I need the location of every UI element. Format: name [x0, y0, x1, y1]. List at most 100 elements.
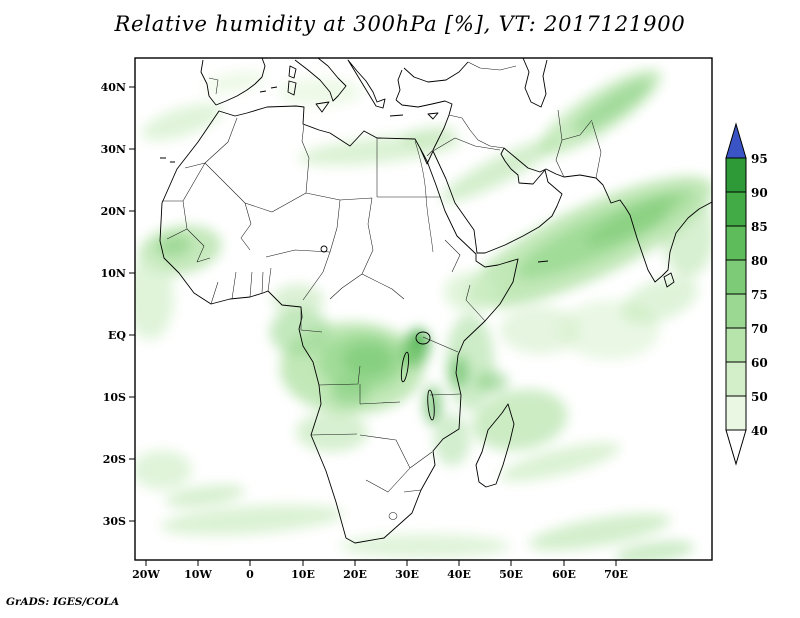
country-borders	[162, 61, 602, 520]
lakes	[320, 245, 435, 421]
balearics-coast	[259, 86, 278, 93]
rh-shade	[621, 276, 699, 324]
colorbar-label: 40	[751, 424, 768, 438]
cyprus-coast	[427, 112, 439, 120]
colorbar-segment	[725, 225, 747, 261]
lat-tick-label: EQ	[108, 329, 126, 342]
rh-shade	[160, 504, 344, 536]
colorbar-label: 50	[751, 390, 768, 404]
rh-shade	[135, 450, 192, 490]
colorbar-segment	[725, 259, 747, 295]
rh-shade	[449, 356, 469, 388]
colorbar-segment	[725, 395, 747, 431]
corsica-coast	[288, 65, 297, 79]
rh-shade	[476, 371, 508, 393]
lat-tick-label: 30S	[103, 515, 126, 528]
lat-tick-label: 10S	[103, 391, 126, 404]
lon-tick-label: 30E	[395, 568, 419, 581]
iberia-coast	[200, 58, 266, 106]
nile-river	[414, 140, 434, 253]
colorbar-label: 60	[751, 356, 768, 370]
socotra-coast	[537, 260, 549, 263]
lesotho-border	[388, 512, 398, 520]
rh-shade	[342, 342, 394, 378]
iran-india-coast	[503, 147, 712, 283]
lon-tick-label: 0	[246, 568, 254, 581]
humidity-shading	[135, 69, 712, 560]
colorbar-segment	[725, 191, 747, 227]
rivers	[414, 140, 434, 253]
sri-lanka-coast	[663, 272, 675, 288]
lat-tick-label: 20N	[101, 205, 126, 218]
lake-victoria	[415, 331, 431, 345]
rh-shade	[444, 272, 496, 312]
rh-shade	[434, 414, 470, 466]
colorbar-label: 80	[751, 254, 768, 268]
lon-tick-label: 20E	[343, 568, 367, 581]
sardinia-coast	[287, 80, 297, 96]
rh-shade	[662, 193, 712, 277]
rh-shade	[340, 534, 510, 558]
caspian-coast	[522, 58, 548, 108]
lake-malawi	[427, 389, 435, 421]
rh-shade	[296, 412, 368, 452]
lat-tick-label: 40N	[101, 81, 126, 94]
latitude-axis: 40N 30N 20N 10N EQ 10S 20S 30S	[101, 81, 135, 528]
rh-shade	[440, 137, 560, 203]
lon-tick-label: 20W	[132, 568, 160, 581]
plot-frame	[134, 57, 713, 561]
colorbar-label: 90	[751, 186, 768, 200]
colorbar-segment	[725, 327, 747, 363]
arabia-coast	[432, 147, 563, 254]
lon-tick-label: 10E	[291, 568, 315, 581]
rh-shade	[572, 79, 652, 133]
sicily-coast	[315, 101, 330, 113]
colorbar-label: 75	[751, 288, 768, 302]
lake-tanganyika	[400, 351, 410, 383]
levant-turkey-coast	[395, 61, 469, 151]
crete-coast	[389, 114, 404, 117]
coastlines	[159, 58, 712, 544]
rh-shade	[141, 103, 223, 141]
rh-shade	[156, 234, 192, 258]
greece-coast	[347, 59, 386, 109]
lat-tick-label: 30N	[101, 143, 126, 156]
rh-shade	[330, 378, 370, 406]
lon-tick-label: 40E	[447, 568, 471, 581]
rh-shade	[165, 484, 245, 508]
lon-tick-label: 60E	[552, 568, 576, 581]
rh-shade	[500, 306, 580, 354]
lon-tick-label: 50E	[499, 568, 523, 581]
rh-shade	[615, 540, 695, 560]
rh-shade	[499, 442, 621, 482]
lon-tick-label: 70E	[604, 568, 628, 581]
colorbar-label: 70	[751, 322, 768, 336]
rh-shade	[400, 125, 456, 147]
colorbar-label: 95	[751, 152, 768, 166]
lake-chad	[320, 245, 328, 253]
rh-shade	[472, 389, 568, 451]
italy-coast	[294, 58, 347, 102]
colorbar-label: 85	[751, 220, 768, 234]
rh-shade	[529, 513, 671, 551]
colorbar-segment	[725, 293, 747, 329]
madagascar-coast	[475, 403, 515, 488]
lon-tick-label: 10W	[184, 568, 212, 581]
rh-shade	[413, 331, 427, 349]
rh-shade	[203, 70, 267, 94]
rh-shade	[585, 190, 695, 246]
africa-coast	[159, 105, 519, 544]
colorbar-over-arrow	[725, 122, 747, 159]
rh-shade	[135, 256, 174, 340]
colorbar: 95 90 85 80 75 70 60 50 40	[725, 122, 768, 466]
lat-tick-label: 20S	[103, 453, 126, 466]
canary-islands	[160, 157, 175, 163]
rh-shade	[278, 78, 362, 106]
plot-title: Relative humidity at 300hPa [%], VT: 201…	[114, 12, 686, 36]
colorbar-segment	[725, 157, 747, 193]
colorbar-under-arrow	[725, 429, 747, 466]
lat-tick-label: 10N	[101, 267, 126, 280]
sinai-coast	[419, 147, 434, 165]
rh-shade	[272, 284, 324, 316]
